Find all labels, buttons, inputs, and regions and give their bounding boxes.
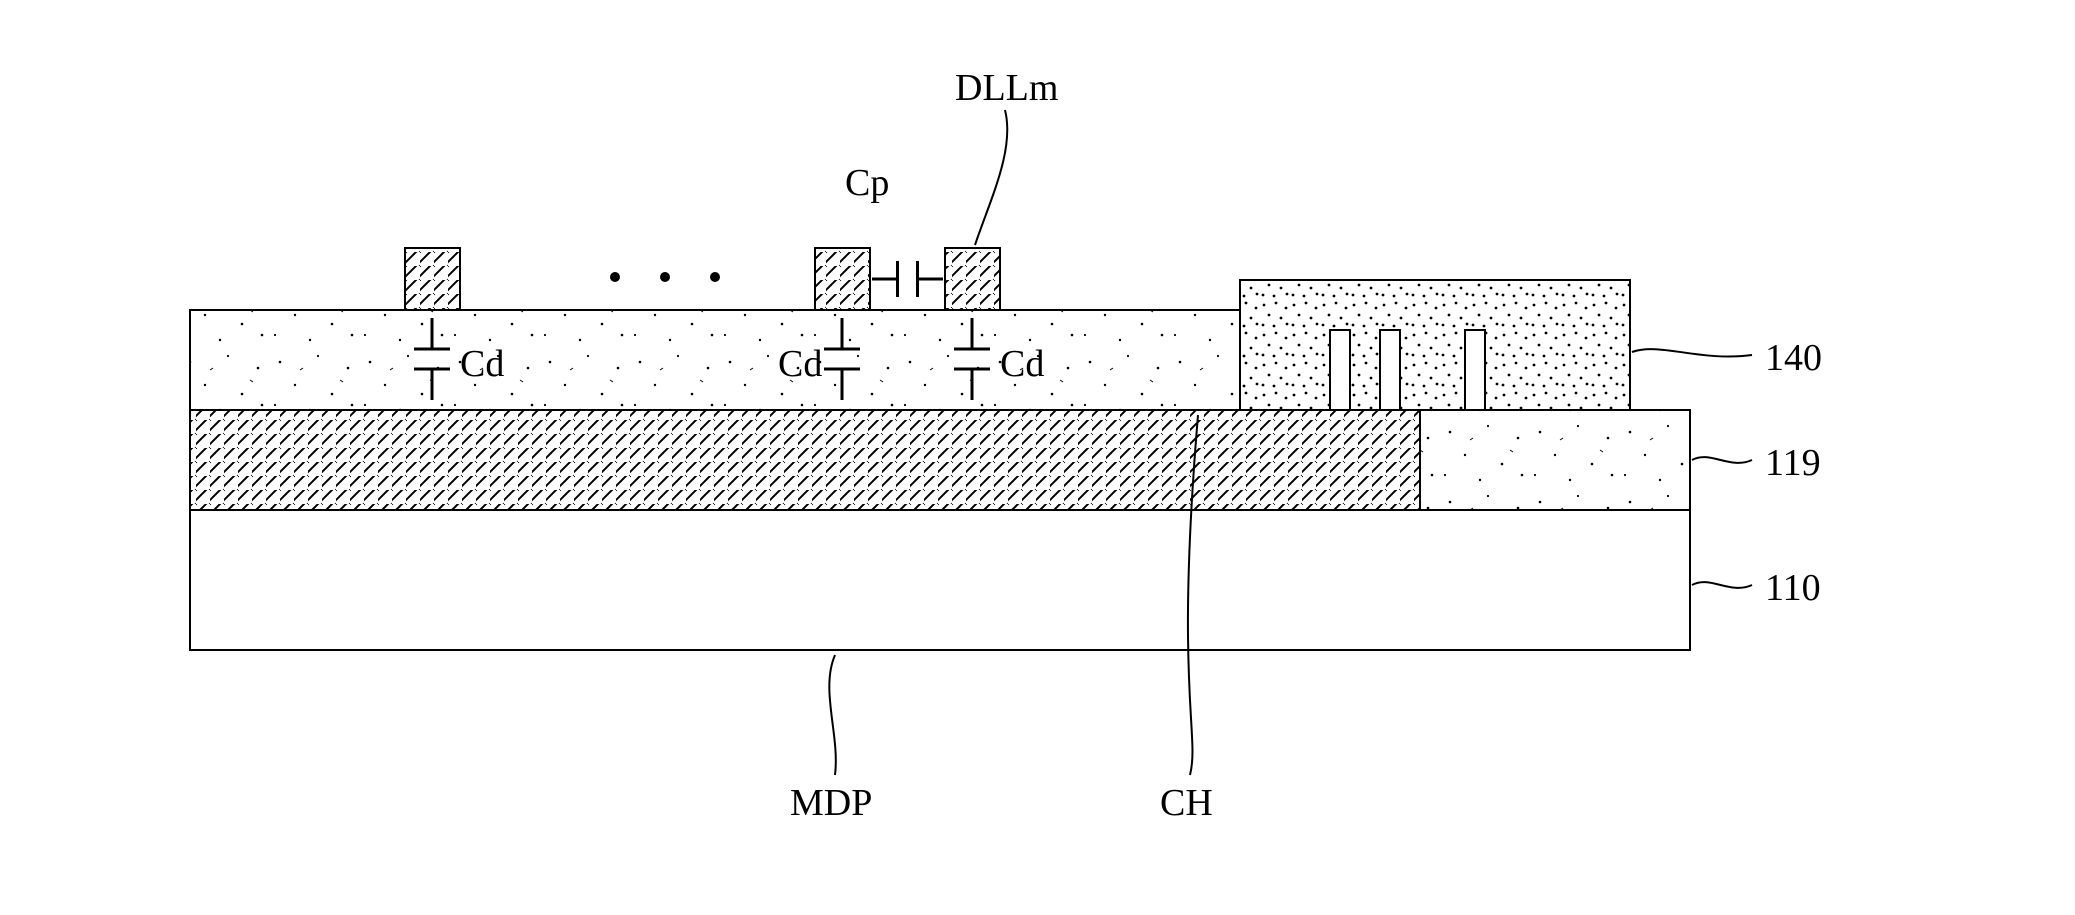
via-2 bbox=[1465, 330, 1485, 410]
leader-n119 bbox=[1692, 457, 1752, 463]
dll-box-1 bbox=[815, 248, 870, 310]
leader-n110 bbox=[1692, 582, 1752, 588]
layer-119-left bbox=[190, 410, 1420, 510]
ellipsis-dot-1 bbox=[660, 272, 670, 282]
label-Cp: Cp bbox=[845, 162, 889, 204]
label-Cd2: Cd bbox=[778, 343, 822, 385]
label-MDP: MDP bbox=[790, 782, 872, 824]
cap-cp bbox=[872, 261, 943, 297]
label-CH: CH bbox=[1160, 782, 1213, 824]
layer-140 bbox=[1240, 280, 1630, 410]
ellipsis-dot-0 bbox=[610, 272, 620, 282]
leader-DLLm bbox=[975, 110, 1007, 245]
label-DLLm: DLLm bbox=[955, 67, 1058, 109]
leader-MDP bbox=[829, 655, 836, 775]
label-Cd1: Cd bbox=[460, 343, 504, 385]
ellipsis-dot-2 bbox=[710, 272, 720, 282]
layer-110-substrate bbox=[190, 510, 1690, 650]
label-n110: 110 bbox=[1765, 567, 1821, 609]
via-0 bbox=[1330, 330, 1350, 410]
layer-119-right-step bbox=[1420, 410, 1690, 510]
label-n119: 119 bbox=[1765, 442, 1821, 484]
leader-n140 bbox=[1632, 349, 1752, 356]
label-n140: 140 bbox=[1765, 337, 1822, 379]
dll-box-2 bbox=[945, 248, 1000, 310]
dll-box-0 bbox=[405, 248, 460, 310]
top-insulator-strip bbox=[190, 310, 1240, 410]
via-1 bbox=[1380, 330, 1400, 410]
label-Cd3: Cd bbox=[1000, 343, 1044, 385]
